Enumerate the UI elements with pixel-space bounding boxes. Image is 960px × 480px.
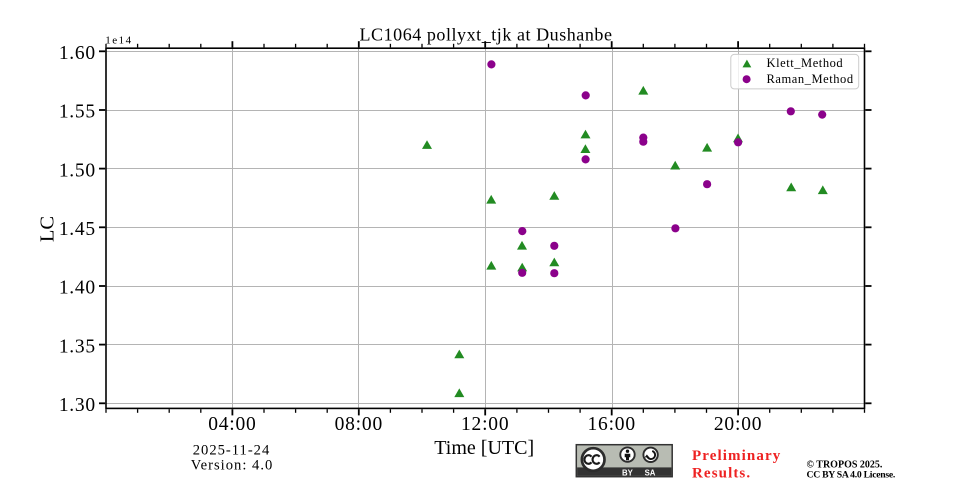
svg-text:Version: 4.0: Version: 4.0 [191, 457, 274, 473]
svg-text:20:00: 20:00 [714, 414, 762, 435]
svg-text:1.35: 1.35 [59, 336, 96, 357]
svg-text:© TROPOS 2025.: © TROPOS 2025. [807, 460, 883, 471]
svg-text:1.50: 1.50 [59, 160, 96, 181]
svg-text:Raman_Method: Raman_Method [767, 72, 854, 86]
svg-text:1.30: 1.30 [59, 395, 96, 416]
svg-text:1.40: 1.40 [59, 278, 96, 299]
svg-text:1.45: 1.45 [59, 219, 96, 240]
svg-text:BY: BY [622, 468, 634, 477]
svg-text:LC: LC [37, 216, 59, 242]
svg-text:16:00: 16:00 [587, 414, 635, 435]
svg-text:Results.: Results. [692, 466, 751, 480]
svg-text:2025-11-24: 2025-11-24 [193, 443, 271, 459]
svg-text:12:00: 12:00 [461, 414, 509, 435]
svg-text:Klett_Method: Klett_Method [767, 56, 844, 70]
svg-text:1e14: 1e14 [105, 35, 132, 47]
svg-text:08:00: 08:00 [335, 414, 383, 435]
svg-text:CC BY SA 4.0 License.: CC BY SA 4.0 License. [807, 469, 896, 480]
svg-text:1.55: 1.55 [59, 102, 96, 123]
svg-text:04:00: 04:00 [208, 414, 256, 435]
svg-text:LC1064 pollyxt_tjk at Dushanbe: LC1064 pollyxt_tjk at Dushanbe [360, 25, 613, 45]
svg-text:1.60: 1.60 [59, 43, 96, 64]
svg-text:Time [UTC]: Time [UTC] [434, 437, 534, 459]
svg-text:SA: SA [645, 468, 656, 477]
svg-text:Preliminary: Preliminary [692, 448, 781, 464]
